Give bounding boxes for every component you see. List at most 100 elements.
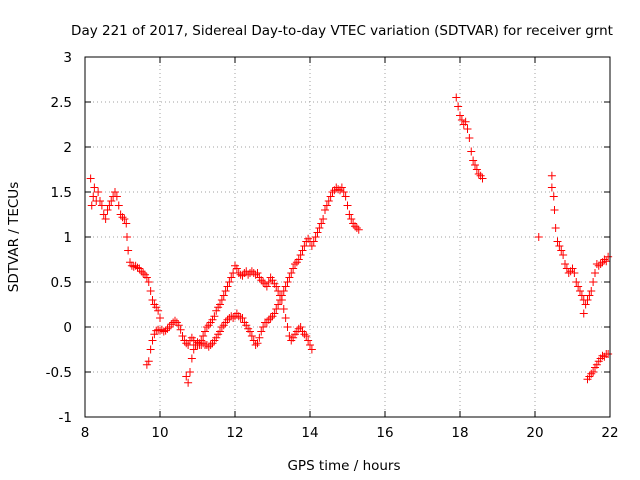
data-point-marker (321, 206, 329, 214)
data-point-marker (142, 360, 151, 369)
data-point-marker (187, 354, 196, 363)
data-point-marker (174, 321, 183, 330)
data-point-marker (561, 260, 569, 268)
data-point-marker (294, 255, 303, 264)
data-point-marker (157, 325, 166, 334)
data-point-marker (142, 273, 151, 282)
data-point-marker (144, 278, 153, 286)
data-point-marker (216, 300, 224, 309)
data-point-marker (589, 368, 598, 376)
x-tick-label: 12 (226, 425, 243, 441)
data-point-marker (339, 188, 348, 196)
data-point-marker (570, 269, 579, 277)
data-point-marker (99, 210, 108, 219)
data-point-marker (307, 242, 316, 250)
data-point-marker (257, 276, 266, 285)
data-point-marker (247, 332, 256, 340)
y-tick-label: 0.5 (51, 275, 72, 291)
data-point-marker (217, 323, 226, 331)
data-point-marker (274, 300, 283, 309)
data-point-marker (553, 237, 562, 246)
data-point-marker (568, 264, 577, 273)
data-point-marker (594, 261, 603, 270)
data-point-marker (296, 251, 305, 259)
data-point-marker (189, 345, 198, 354)
data-point-marker (97, 201, 106, 210)
data-point-marker (184, 341, 193, 349)
data-point-marker (257, 327, 266, 336)
data-point-marker (247, 267, 256, 276)
data-point-marker (579, 309, 588, 318)
data-point-marker (163, 324, 172, 333)
y-tick-label: 0 (63, 320, 72, 336)
x-tick-label: 16 (376, 425, 393, 441)
x-tick-label: 10 (151, 425, 168, 441)
data-point-marker (474, 170, 483, 178)
data-point-marker (478, 174, 487, 183)
data-point-marker (223, 282, 232, 291)
data-point-marker (210, 312, 219, 321)
data-point-marker (457, 116, 466, 124)
data-point-marker (259, 323, 268, 331)
data-point-marker (101, 215, 110, 223)
data-point-marker (234, 312, 243, 321)
data-point-marker (550, 206, 559, 214)
data-point-marker (103, 206, 112, 214)
data-point-marker (268, 276, 277, 285)
data-point-marker (343, 201, 352, 210)
data-point-marker (264, 315, 273, 324)
data-point-marker (229, 314, 238, 322)
axis-ticks: 8 10 12 14 16 18 20 22 -1 -0.5 0 0.5 1 1.5 2 2.5 3 (46, 50, 619, 441)
y-tick-label: 1 (63, 230, 72, 246)
data-point-marker (87, 201, 96, 210)
data-point-marker (212, 306, 221, 315)
series-track-1 (86, 174, 164, 322)
y-axis-label: SDTVAR / TECUs (6, 182, 22, 292)
data-point-marker (452, 93, 461, 102)
y-tick-label: 1.5 (51, 185, 72, 201)
data-point-marker (454, 102, 463, 111)
data-point-marker (456, 111, 464, 120)
data-point-marker (285, 273, 294, 282)
series-track-6 (579, 309, 613, 384)
y-tick-label: 2 (63, 140, 72, 156)
data-point-marker (341, 192, 350, 201)
data-point-marker (589, 278, 598, 286)
x-tick-label: 14 (301, 425, 318, 441)
data-point-marker (555, 242, 564, 250)
data-point-marker (328, 188, 337, 196)
data-point-marker (96, 197, 104, 205)
data-point-marker (199, 339, 208, 348)
data-point-marker (467, 147, 476, 156)
data-point-marker (547, 183, 556, 192)
data-point-marker (189, 336, 198, 345)
data-point-marker (244, 270, 253, 279)
data-point-marker (317, 219, 326, 228)
data-point-marker (574, 282, 583, 291)
data-point-marker (137, 267, 146, 276)
data-point-marker (105, 201, 114, 210)
data-point-marker (279, 287, 288, 295)
data-point-marker (583, 296, 592, 304)
data-point-marker (246, 327, 254, 336)
data-point-marker (592, 360, 601, 369)
data-point-marker (461, 117, 470, 126)
data-point-marker (347, 215, 356, 223)
data-point-marker (287, 269, 296, 277)
data-point-marker (471, 161, 479, 169)
data-point-marker (251, 341, 260, 349)
data-point-marker (94, 188, 103, 196)
data-point-marker (221, 287, 230, 295)
data-point-marker (581, 300, 590, 309)
data-point-marker (547, 171, 556, 180)
data-point-marker (216, 327, 224, 336)
data-point-marker (201, 327, 209, 336)
data-point-marker (262, 282, 271, 291)
y-tick-label: -0.5 (46, 365, 72, 381)
gridlines (85, 57, 610, 417)
data-point-marker (272, 282, 281, 291)
data-point-marker (156, 314, 164, 322)
data-point-marker (154, 306, 163, 315)
data-point-marker (238, 314, 247, 322)
